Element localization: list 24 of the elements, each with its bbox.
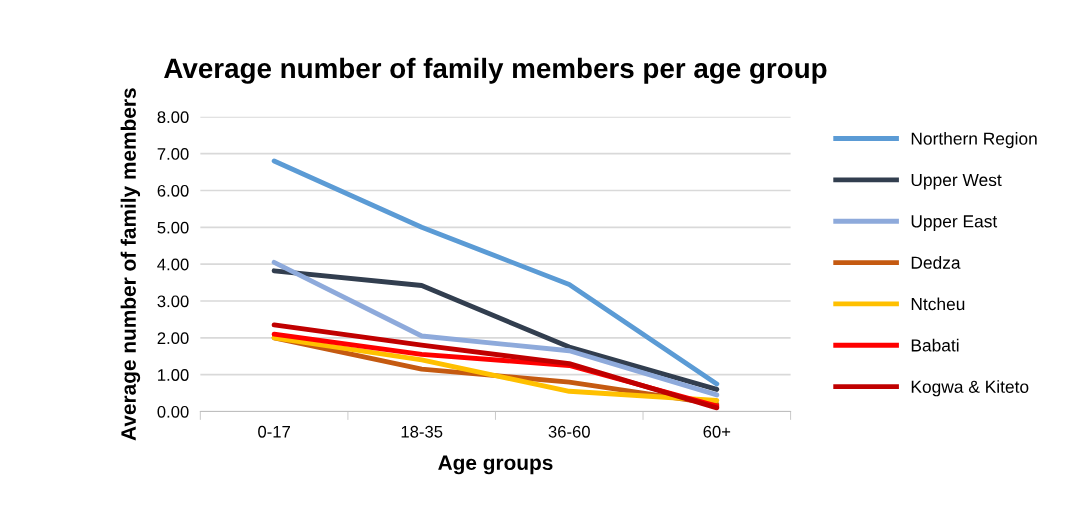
y-tick-label: 0.00 [157, 405, 189, 418]
line-series [271, 158, 720, 387]
y-tick-label: 7.00 [157, 148, 189, 160]
legend-label: Kogwa & Kiteto [911, 380, 1029, 397]
y-tick-label: 4.00 [157, 258, 189, 271]
x-tick-label: 60+ [703, 425, 731, 438]
legend-label: Upper West [911, 174, 1002, 190]
legend-label: Northern Region [911, 132, 1037, 149]
y-tick-label: 2.00 [157, 332, 189, 345]
y-tick-label: 8.00 [157, 111, 189, 124]
chart-title: Average number of family members per age group [164, 57, 827, 84]
y-tick-label: 5.00 [157, 221, 189, 234]
legend-label: Dedza [911, 256, 961, 269]
legend-label: Ntcheu [911, 297, 965, 311]
y-tick-label: 6.00 [157, 184, 189, 197]
legend-label: Babati [911, 338, 959, 352]
x-tick-label: 0-17 [258, 425, 290, 438]
y-tick-label: 1.00 [158, 369, 189, 381]
x-axis-title: Age groups [438, 455, 553, 475]
x-tick-label: 18-35 [401, 425, 443, 438]
y-tick-label: 3.00 [157, 295, 189, 308]
x-tick-label: 36-60 [548, 425, 590, 438]
y-axis-title: Average number of family members [120, 88, 141, 441]
legend-label: Upper East [911, 215, 998, 231]
